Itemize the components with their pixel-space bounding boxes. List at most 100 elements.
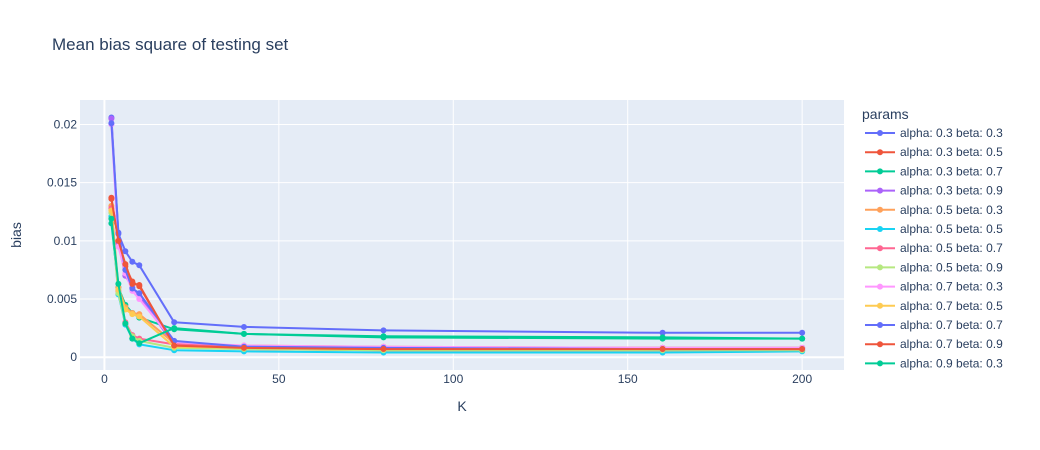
y-axis-title: bias xyxy=(8,222,24,248)
legend-swatch-marker xyxy=(877,302,883,309)
data-point[interactable] xyxy=(799,329,806,336)
y-axis-ticks: 0 0.005 0.01 0.015 0.02 xyxy=(47,117,77,364)
data-point[interactable] xyxy=(171,319,178,326)
data-point[interactable] xyxy=(380,346,387,353)
series-line[interactable] xyxy=(110,117,803,334)
data-point[interactable] xyxy=(108,115,115,122)
data-point[interactable] xyxy=(171,325,178,332)
legend-label: alpha: 0.3 beta: 0.7 xyxy=(900,164,1003,178)
grid xyxy=(80,100,844,370)
series-group[interactable] xyxy=(108,114,806,356)
data-point[interactable] xyxy=(659,335,666,342)
legend-item[interactable]: alpha: 0.7 beta: 0.3 xyxy=(865,280,1003,294)
legend-swatch-marker xyxy=(877,245,883,252)
data-point[interactable] xyxy=(108,215,115,222)
data-point[interactable] xyxy=(136,262,143,269)
y-tick-label: 0.01 xyxy=(54,234,78,248)
legend-label: alpha: 0.7 beta: 0.3 xyxy=(900,280,1003,294)
legend-item[interactable]: alpha: 0.7 beta: 0.7 xyxy=(865,318,1003,332)
legend-item[interactable]: alpha: 0.7 beta: 0.9 xyxy=(865,337,1003,351)
x-tick-label: 150 xyxy=(618,372,638,386)
series-line[interactable] xyxy=(110,124,803,349)
legend-label: alpha: 0.7 beta: 0.7 xyxy=(900,318,1003,332)
legend-label: alpha: 0.9 beta: 0.3 xyxy=(900,356,1003,370)
legend-swatch-marker xyxy=(877,168,883,175)
legend-swatch-marker xyxy=(877,149,883,156)
legend-label: alpha: 0.3 beta: 0.9 xyxy=(900,184,1003,198)
series-line[interactable] xyxy=(110,218,803,345)
legend-label: alpha: 0.7 beta: 0.9 xyxy=(900,337,1003,351)
legend-title: params xyxy=(862,106,909,122)
data-point[interactable] xyxy=(129,285,136,292)
series-line[interactable] xyxy=(110,198,803,351)
data-point[interactable] xyxy=(122,248,129,255)
data-point[interactable] xyxy=(115,237,122,244)
legend-item[interactable]: alpha: 0.9 beta: 0.3 xyxy=(865,356,1003,370)
data-point[interactable] xyxy=(115,280,122,287)
legend-item[interactable]: alpha: 0.3 beta: 0.3 xyxy=(865,126,1003,140)
y-tick-label: 0.005 xyxy=(47,292,77,306)
data-point[interactable] xyxy=(240,344,247,351)
legend-label: alpha: 0.7 beta: 0.5 xyxy=(900,299,1003,313)
data-point[interactable] xyxy=(380,334,387,341)
data-point[interactable] xyxy=(799,335,806,342)
legend-label: alpha: 0.3 beta: 0.3 xyxy=(900,126,1003,140)
legend-label: alpha: 0.5 beta: 0.3 xyxy=(900,203,1003,217)
data-point[interactable] xyxy=(129,258,136,265)
x-axis-title: K xyxy=(457,398,467,414)
data-point[interactable] xyxy=(136,313,143,320)
legend-label: alpha: 0.5 beta: 0.5 xyxy=(900,222,1003,236)
data-point[interactable] xyxy=(171,342,178,349)
data-point[interactable] xyxy=(122,320,129,327)
data-point[interactable] xyxy=(799,346,806,353)
legend-swatch-marker xyxy=(877,264,883,271)
data-point[interactable] xyxy=(108,120,115,127)
legend-swatch-marker xyxy=(877,322,883,328)
x-tick-label: 50 xyxy=(272,372,286,386)
legend-swatch-marker xyxy=(877,206,883,213)
data-point[interactable] xyxy=(380,327,387,334)
data-point[interactable] xyxy=(659,346,666,353)
y-tick-label: 0 xyxy=(70,350,77,364)
series-1[interactable] xyxy=(108,114,806,336)
data-point[interactable] xyxy=(240,323,247,330)
data-point[interactable] xyxy=(129,280,136,287)
y-tick-label: 0.015 xyxy=(47,176,77,190)
legend-item[interactable]: alpha: 0.3 beta: 0.5 xyxy=(865,145,1003,159)
legend-item[interactable]: alpha: 0.3 beta: 0.9 xyxy=(865,184,1003,198)
data-point[interactable] xyxy=(240,330,247,337)
legend-swatch-marker xyxy=(877,187,883,194)
x-tick-label: 100 xyxy=(443,372,463,386)
legend-swatch-marker xyxy=(877,341,883,348)
data-point[interactable] xyxy=(108,195,115,202)
x-tick-label: 200 xyxy=(792,372,812,386)
legend-item[interactable]: alpha: 0.5 beta: 0.5 xyxy=(865,222,1003,236)
data-point[interactable] xyxy=(129,335,136,342)
data-point[interactable] xyxy=(136,296,143,303)
x-axis-ticks: 0 50 100 150 200 xyxy=(101,372,812,386)
data-point[interactable] xyxy=(129,311,136,318)
data-point[interactable] xyxy=(659,329,666,336)
legend-label: alpha: 0.5 beta: 0.9 xyxy=(900,260,1003,274)
data-point[interactable] xyxy=(136,290,143,297)
data-point[interactable] xyxy=(122,261,129,268)
legend-item[interactable]: alpha: 0.3 beta: 0.7 xyxy=(865,164,1003,178)
chart-title: Mean bias square of testing set xyxy=(52,35,289,54)
legend-item[interactable]: alpha: 0.5 beta: 0.3 xyxy=(865,203,1003,217)
legend-swatch-marker xyxy=(877,226,883,232)
legend-label: alpha: 0.5 beta: 0.7 xyxy=(900,241,1003,255)
data-point[interactable] xyxy=(136,340,143,347)
y-tick-label: 0.02 xyxy=(54,117,78,131)
legend[interactable]: alpha: 0.3 beta: 0.3 alpha: 0.3 beta: 0.5… xyxy=(865,126,1003,370)
legend-swatch-marker xyxy=(877,360,883,367)
x-tick-label: 0 xyxy=(101,372,108,386)
legend-item[interactable]: alpha: 0.5 beta: 0.7 xyxy=(865,241,1003,255)
legend-swatch-marker xyxy=(877,283,883,290)
legend-item[interactable]: alpha: 0.7 beta: 0.5 xyxy=(865,299,1003,313)
data-point[interactable] xyxy=(136,282,143,289)
legend-item[interactable]: alpha: 0.5 beta: 0.9 xyxy=(865,260,1003,274)
series-13[interactable] xyxy=(108,215,806,347)
series-12[interactable] xyxy=(108,195,806,353)
legend-swatch-marker xyxy=(877,130,883,136)
